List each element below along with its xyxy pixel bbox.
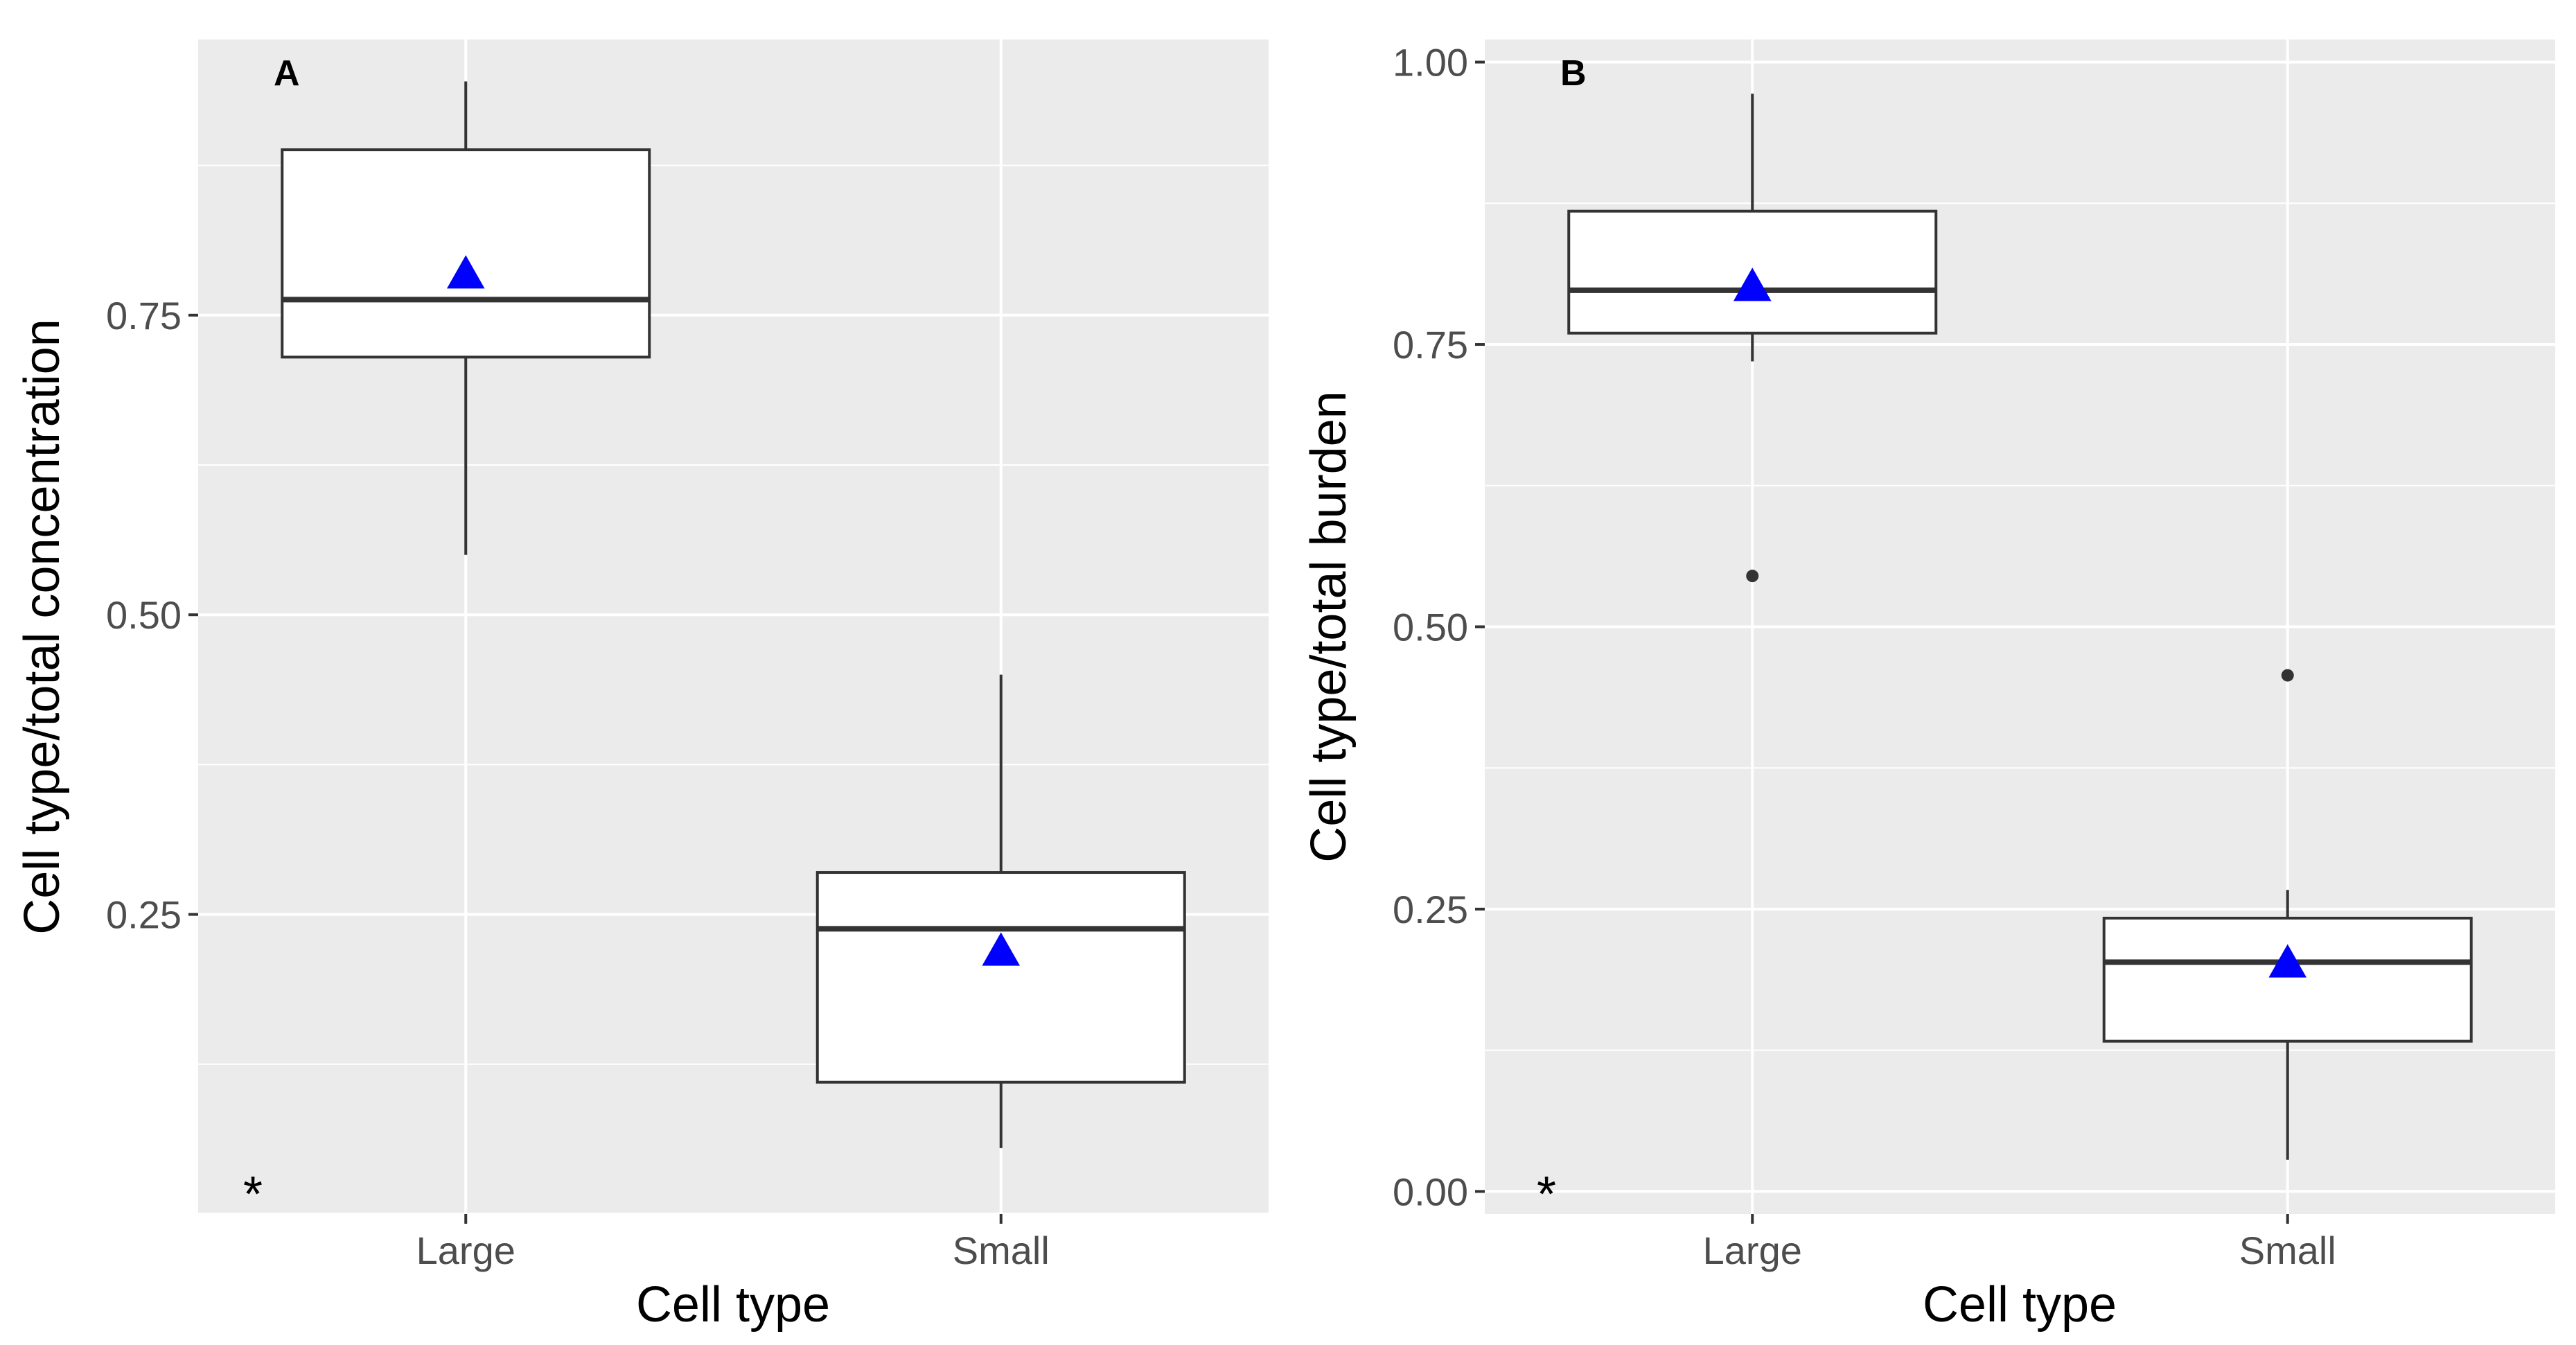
panel-b-x-ticks: Large Small [1703,1214,2336,1272]
panel-a-boxes [281,81,1186,1148]
panel-b-large-outlier-point [1746,570,1759,583]
panel-a-y-tick-label: 0.75 [106,294,182,337]
panel-a-x-ticks: Large Small [416,1214,1050,1272]
panel-a-large-mean-marker [446,255,485,289]
panel-b-x-tick-label-large: Large [1703,1229,1802,1272]
panel-a-significance-mark: * [243,1167,263,1222]
panel-a-large-box [281,148,651,359]
panel-b-small-box [2102,916,2473,1043]
panel-a-x-tick-label-large: Large [416,1229,515,1272]
panel-b-significance-mark: * [1537,1167,1556,1222]
panel-b-y-tick-label: 0.00 [1393,1170,1468,1213]
panel-b-x-tick-label-small: Small [2239,1229,2336,1272]
panel-b-label: B [1560,53,1587,94]
panel-a-small-box [815,871,1186,1084]
panel-b-boxes [1567,94,2473,1160]
panel-b: 0.00 0.25 0.50 0.75 1.00 Large Small B * Cell… [1301,39,2555,1333]
panel-b-small-outlier-point [2281,669,2294,682]
panel-a-y-ticks: 0.25 0.50 0.75 [106,294,198,937]
panel-b-small-mean-marker [2268,944,2307,978]
panel-b-y-ticks: 0.00 0.25 0.50 0.75 1.00 [1393,41,1485,1213]
panel-b-y-tick-label: 1.00 [1393,41,1468,85]
panel-a-y-axis-title: Cell type/total concentration [15,319,70,935]
panel-b-y-tick-label: 0.75 [1393,323,1468,367]
panel-b-y-axis-title: Cell type/total burden [1301,391,1357,862]
panel-b-y-tick-label: 0.50 [1393,606,1468,649]
panel-a-x-axis-title: Cell type [636,1277,830,1333]
panel-a-x-tick-label-small: Small [953,1229,1050,1272]
panel-b-y-tick-label: 0.25 [1393,888,1468,931]
panel-a: 0.25 0.50 0.75 Large Small A * Cell type Ce… [15,39,1269,1333]
panel-a-label: A [274,53,300,94]
panel-a-small-mean-marker [982,932,1021,966]
panel-b-x-axis-title: Cell type [1923,1277,2117,1333]
panel-a-y-tick-label: 0.50 [106,593,182,637]
panel-a-y-tick-label: 0.25 [106,893,182,937]
panel-b-large-mean-marker [1733,267,1772,301]
